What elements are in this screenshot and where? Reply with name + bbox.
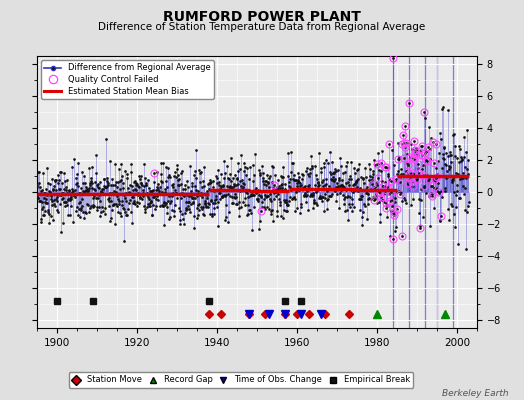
Text: RUMFORD POWER PLANT: RUMFORD POWER PLANT: [163, 10, 361, 24]
Legend: Station Move, Record Gap, Time of Obs. Change, Empirical Break: Station Move, Record Gap, Time of Obs. C…: [69, 372, 413, 388]
Text: Difference of Station Temperature Data from Regional Average: Difference of Station Temperature Data f…: [99, 22, 425, 32]
Text: Berkeley Earth: Berkeley Earth: [442, 389, 508, 398]
Legend: Difference from Regional Average, Quality Control Failed, Estimated Station Mean: Difference from Regional Average, Qualit…: [41, 60, 214, 99]
